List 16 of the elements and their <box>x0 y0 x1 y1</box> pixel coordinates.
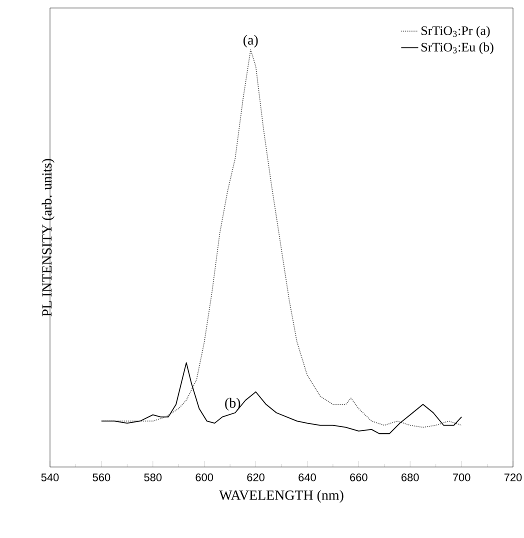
annotation: (b) <box>225 398 240 411</box>
legend-label: SrTiO$_{3}$:Eu (b) <box>422 42 494 54</box>
x-tick-label: 620 <box>247 474 264 482</box>
x-tick-label: 640 <box>298 474 316 482</box>
y-axis-title: PL INTENSITY (arb. units) <box>42 158 54 316</box>
x-tick-label: 560 <box>92 474 110 482</box>
x-tick-label: 600 <box>196 474 214 482</box>
annotation: (a) <box>244 34 258 48</box>
x-tick-label: 700 <box>452 474 470 482</box>
x-tick-label: 540 <box>41 474 59 482</box>
x-tick-label: 680 <box>402 474 419 482</box>
x-axis-title: WAVELENGTH (nm) <box>219 490 344 503</box>
x-tick-label: 660 <box>350 474 368 482</box>
x-tick-label: 580 <box>144 474 162 482</box>
x-tick-label: 720 <box>504 474 522 482</box>
legend-label: SrTiO$_{3}$:Pr (a) <box>422 26 490 38</box>
